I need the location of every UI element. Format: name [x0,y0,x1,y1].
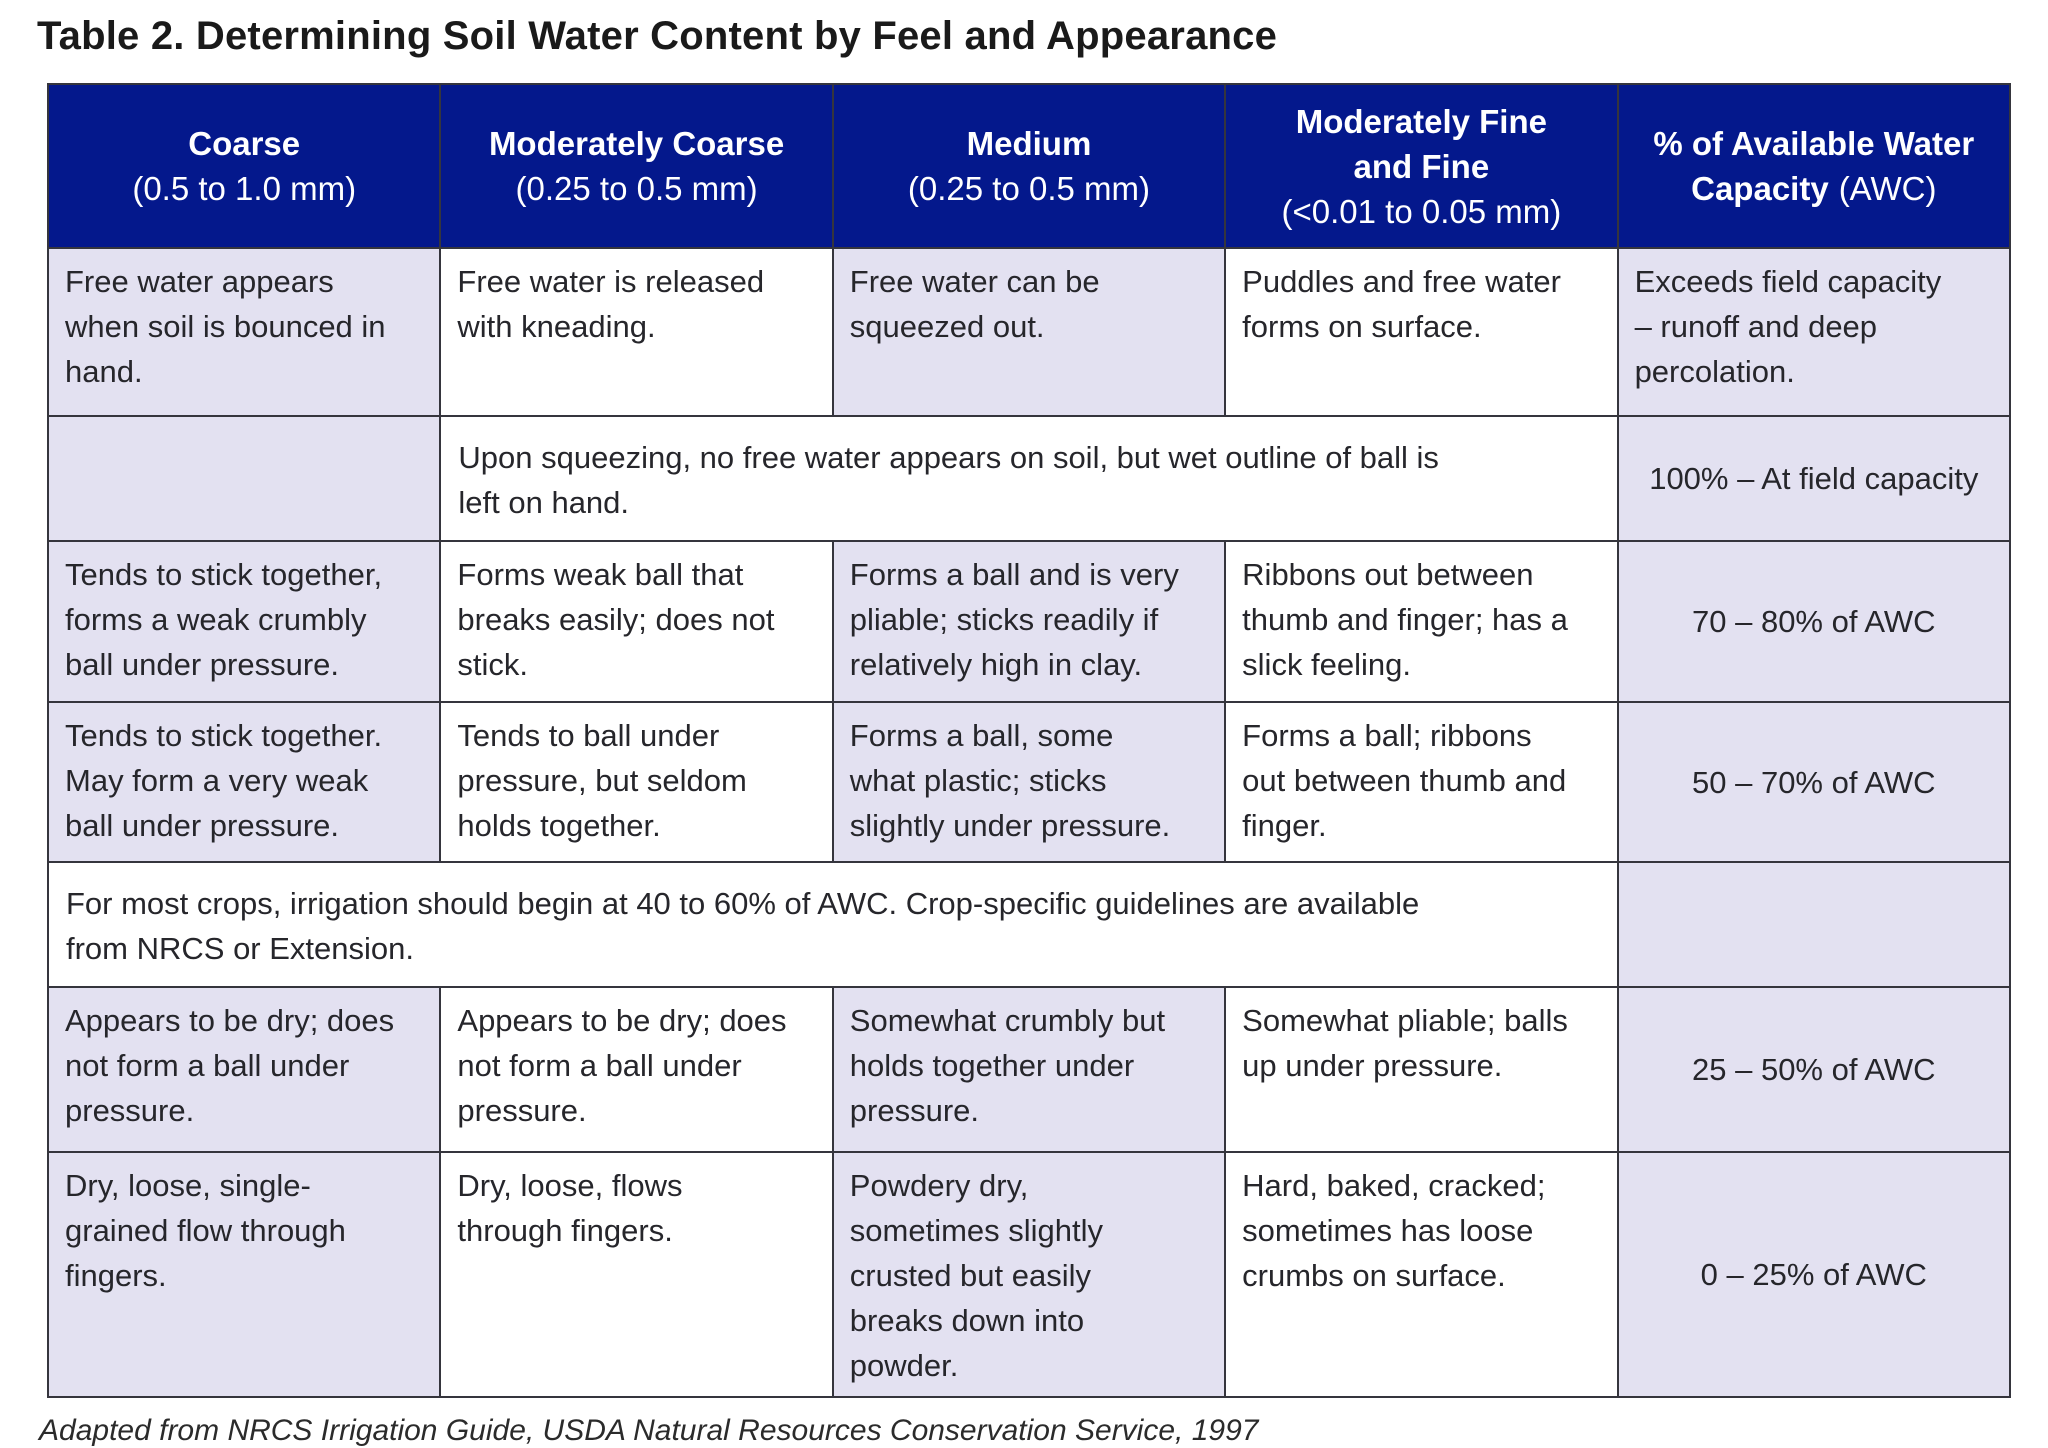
cell-moderately-coarse: Tends to ball under pressure, but seldom… [439,701,834,863]
cell-empty [46,415,442,542]
col-header-awc: % of Available Water Capacity (AWC) [1616,83,2012,249]
col-header-title: Medium [966,125,1092,162]
header-row: Coarse (0.5 to 1.0 mm) Moderately Coarse… [46,83,2012,249]
cell-moderately-coarse: Free water is released with kneading. [439,247,834,417]
cell-awc: 25 – 50% of AWC [1616,986,2012,1153]
col-header-coarse: Coarse (0.5 to 1.0 mm) [46,83,442,249]
table-row-saturated: Free water appears when soil is bounced … [46,247,2012,417]
col-header-subtitle: (0.25 to 0.5 mm) [907,170,1151,207]
col-header-subtitle: (<0.01 to 0.05 mm) [1281,192,1562,230]
col-header-title: Moderately Fine and Fine [1295,102,1547,185]
col-header-subtitle: (0.25 to 0.5 mm) [515,170,758,207]
col-header-subtitle: (0.5 to 1.0 mm) [132,170,357,207]
cell-moderately-fine: Hard, baked, cracked; sometimes has loos… [1224,1151,1619,1398]
cell-medium: Somewhat crumbly but holds together unde… [831,986,1227,1153]
cell-merged-squeezing: Upon squeezing, no free water appears on… [439,415,1619,542]
col-header-medium: Medium (0.25 to 0.5 mm) [831,83,1227,249]
table-row-50-70: Tends to stick together. May form a very… [46,701,2012,863]
cell-awc: 100% – At field capacity [1616,415,2012,542]
cell-medium: Forms a ball, some what plastic; sticks … [831,701,1227,863]
cell-coarse: Dry, loose, single- grained flow through… [46,1151,442,1398]
cell-moderately-fine: Forms a ball; ribbons out between thumb … [1224,701,1619,863]
page-title: Table 2. Determining Soil Water Content … [37,14,1278,58]
col-header-title: % of Available Water Capacity [1653,125,1975,207]
col-header-title: Coarse [188,125,301,162]
col-header-subtitle: (AWC) [1838,170,1937,207]
col-header-moderately-fine: Moderately Fine and Fine (<0.01 to 0.05 … [1224,83,1619,249]
cell-coarse: Tends to stick together. May form a very… [46,701,442,863]
col-header-title: Moderately Coarse [488,125,785,162]
table-row-irrigation-note: For most crops, irrigation should begin … [47,861,2012,988]
soil-water-table: Coarse (0.5 to 1.0 mm) Moderately Coarse… [46,83,2012,1398]
table-row-70-80: Tends to stick together, forms a weak cr… [46,540,2012,703]
cell-merged-note: For most crops, irrigation should begin … [47,861,1619,988]
cell-coarse: Appears to be dry; does not form a ball … [46,986,442,1153]
cell-moderately-coarse: Forms weak ball that breaks easily; does… [439,540,834,703]
cell-medium: Powdery dry, sometimes slightly crusted … [831,1151,1227,1398]
cell-coarse: Tends to stick together, forms a weak cr… [46,540,442,703]
cell-moderately-fine: Puddles and free water forms on surface. [1224,247,1619,417]
table-body: Free water appears when soil is bounced … [46,247,2012,1398]
cell-awc: 70 – 80% of AWC [1616,540,2012,703]
footer-citation: Adapted from NRCS Irrigation Guide, USDA… [39,1414,1259,1447]
cell-moderately-coarse: Dry, loose, flows through fingers. [439,1151,834,1398]
col-header-moderately-coarse: Moderately Coarse (0.25 to 0.5 mm) [439,83,834,249]
cell-moderately-fine: Ribbons out between thumb and finger; ha… [1224,540,1619,703]
cell-awc: 0 – 25% of AWC [1616,1151,2012,1398]
table-row-0-25: Dry, loose, single- grained flow through… [46,1151,2012,1398]
cell-medium: Forms a ball and is very pliable; sticks… [831,540,1227,703]
table-row-field-capacity: Upon squeezing, no free water appears on… [46,415,2012,542]
cell-moderately-fine: Somewhat pliable; balls up under pressur… [1224,986,1619,1153]
cell-empty [1616,861,2012,988]
table-header: Coarse (0.5 to 1.0 mm) Moderately Coarse… [46,83,2012,249]
cell-awc: Exceeds field capacity – runoff and deep… [1616,247,2012,417]
cell-coarse: Free water appears when soil is bounced … [46,247,442,417]
cell-moderately-coarse: Appears to be dry; does not form a ball … [439,986,834,1153]
table-row-25-50: Appears to be dry; does not form a ball … [46,986,2012,1153]
col-header-title-mixed: % of Available Water Capacity (AWC) [1625,121,2003,211]
cell-awc: 50 – 70% of AWC [1616,701,2012,863]
cell-medium: Free water can be squeezed out. [831,247,1227,417]
